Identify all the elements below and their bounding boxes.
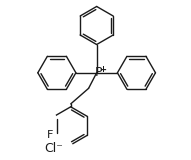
Text: F: F — [47, 130, 53, 140]
Text: Cl⁻: Cl⁻ — [45, 142, 63, 155]
Text: +: + — [99, 65, 106, 74]
Text: P: P — [94, 66, 102, 79]
